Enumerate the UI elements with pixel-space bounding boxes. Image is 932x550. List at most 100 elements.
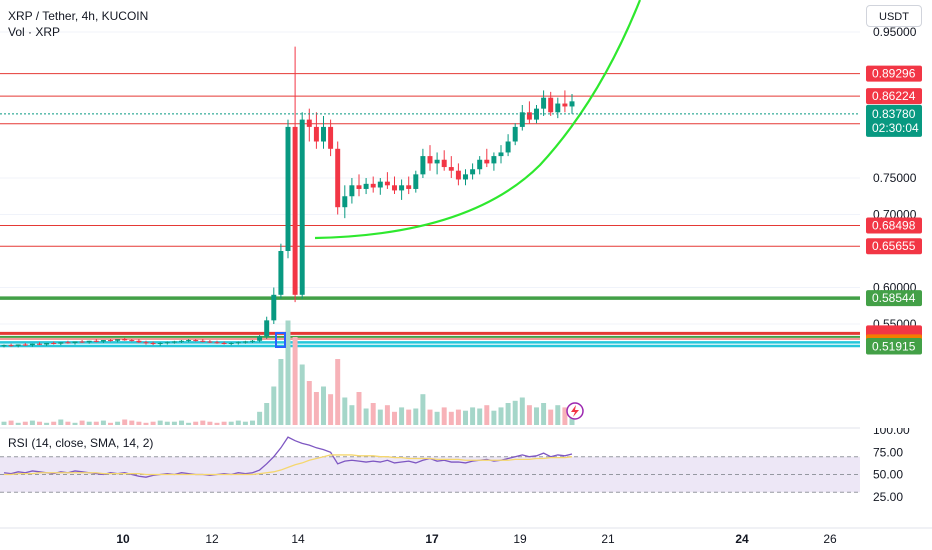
volume-bar (356, 392, 362, 425)
volume-bar (548, 409, 554, 425)
candle-body (505, 141, 511, 153)
price-level-tag (866, 65, 922, 82)
candle-body (420, 156, 426, 175)
candle-body (512, 126, 518, 142)
candle-body (29, 343, 35, 346)
volume-bar (214, 422, 220, 425)
candle-body (214, 342, 220, 344)
candle-body (164, 342, 170, 344)
volume-bar (122, 419, 128, 425)
countdown-label: 02:30:04 (872, 121, 919, 135)
candle-body (221, 342, 227, 344)
volume-bar (242, 421, 248, 425)
candle-body (434, 159, 440, 164)
candle-body (207, 341, 213, 343)
candle-body (335, 148, 341, 208)
currency-button[interactable]: USDT (866, 5, 922, 27)
candle-body (136, 340, 142, 343)
volume-bar (392, 411, 397, 425)
volume-bar (58, 419, 64, 425)
candle-body (477, 159, 483, 170)
candle-body (399, 185, 405, 191)
volume-bar (292, 337, 298, 425)
candle-body (569, 101, 575, 107)
candle-body (115, 339, 121, 341)
candle-body (370, 183, 376, 188)
current-price-tag (866, 104, 922, 137)
candle-body (562, 103, 568, 107)
rsi-label: RSI (14, close, SMA, 14, 2) (8, 436, 154, 450)
candles (1, 46, 575, 348)
price-level-label: 0.51915 (872, 340, 916, 354)
candle-body (51, 342, 57, 344)
candle-body (541, 97, 547, 109)
volume-bar (406, 409, 412, 425)
volume-bar (143, 422, 149, 425)
symbol-title: XRP / Tether, 4h, KUCOIN (8, 9, 149, 23)
price-axis: 0.950000.750000.700000.600000.550000.892… (860, 0, 932, 428)
candle-body (242, 341, 248, 343)
candle-body (498, 152, 504, 157)
lightning-icon[interactable] (566, 402, 584, 420)
rsi-tick: 25.00 (873, 490, 903, 504)
volume-bar (271, 386, 277, 425)
candle-body (491, 156, 497, 164)
rsi-tick: 50.00 (873, 468, 903, 482)
volume-bar (278, 359, 284, 425)
time-label: 12 (205, 532, 219, 546)
candle-body (235, 342, 241, 344)
price-level-label: 0.86224 (872, 89, 916, 103)
candle-body (384, 181, 390, 186)
volume-bar (235, 420, 241, 425)
candle-body (129, 340, 135, 342)
candle-body (299, 119, 305, 295)
volume-bar (29, 420, 35, 425)
volume-bar (342, 397, 348, 425)
candle-body (363, 183, 369, 189)
candle-body (93, 340, 99, 342)
candle-body (406, 185, 412, 189)
volume-bar (285, 320, 291, 425)
volume-bar (455, 409, 461, 425)
price-grid (0, 31, 860, 325)
volume-bar (413, 408, 419, 425)
candle-body (100, 340, 106, 342)
volume-label: Vol · XRP (8, 25, 61, 39)
volume-bar (335, 359, 341, 425)
candle-body (22, 344, 28, 346)
volume-bar (434, 411, 440, 425)
candle-body (356, 185, 362, 189)
candle-body (179, 340, 184, 342)
volume-bar (328, 394, 334, 425)
candle-body (548, 97, 554, 113)
volume-bar (8, 420, 14, 425)
volume-bar (65, 421, 71, 425)
volume-bar (136, 421, 142, 425)
volume-bar (100, 420, 106, 425)
price-level-tag (866, 290, 922, 307)
volume-bar (534, 407, 539, 425)
volume-bar (108, 422, 113, 425)
volume-bar (115, 421, 121, 425)
candle-body (349, 185, 355, 197)
candle-body (79, 341, 85, 343)
candle-body (555, 103, 561, 113)
time-label: 24 (735, 532, 749, 546)
price-level-tag (866, 238, 922, 255)
candle-body (313, 126, 319, 142)
price-level-tag (866, 338, 922, 355)
price-tick: 0.75000 (873, 171, 917, 185)
time-label: 21 (601, 532, 615, 546)
candle-body (44, 342, 50, 345)
candle-body (157, 342, 163, 344)
candle-body (8, 345, 14, 347)
candle-body (250, 340, 255, 342)
volume-bar (179, 420, 184, 425)
candle-body (463, 174, 468, 180)
volume-bar (86, 421, 92, 425)
candle-body (58, 342, 64, 344)
candle-body (122, 339, 128, 341)
volume-bar (370, 403, 376, 425)
